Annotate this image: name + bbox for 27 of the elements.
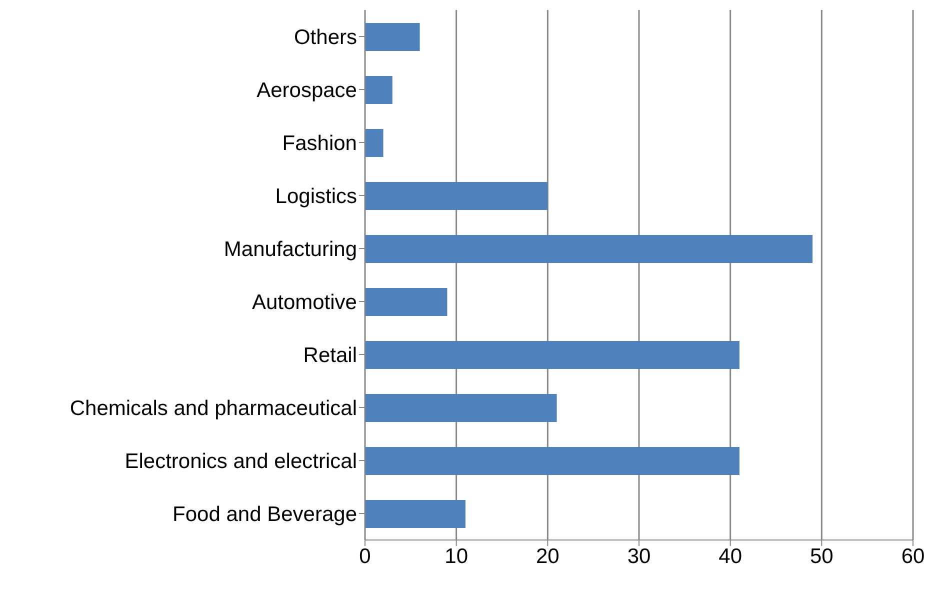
x-tick-label: 0 (359, 544, 371, 568)
bar (365, 23, 420, 51)
y-tick-label: Electronics and electrical (124, 450, 357, 473)
y-tick-label: Aerospace (256, 78, 357, 102)
x-tick-label: 60 (901, 544, 925, 568)
bar (365, 341, 740, 369)
y-tick-label: Fashion (282, 132, 357, 155)
y-tick-label: Retail (303, 344, 357, 367)
x-tick-label: 40 (718, 544, 742, 568)
x-tick-label: 10 (444, 544, 468, 568)
x-tick-label: 30 (627, 544, 651, 568)
x-tick-label: 20 (536, 544, 560, 568)
bar (365, 182, 548, 210)
bar (365, 235, 813, 263)
y-tick-label: Chemicals and pharmaceutical (70, 396, 357, 420)
bar (365, 500, 466, 528)
x-tick-label: 50 (810, 544, 834, 568)
y-tick-label: Food and Beverage (172, 502, 357, 526)
bar (365, 288, 448, 316)
y-tick-label: Others (294, 26, 357, 49)
y-tick-label: Logistics (275, 184, 357, 208)
bar (365, 447, 740, 475)
bar (365, 76, 392, 104)
bar (365, 129, 384, 157)
y-tick-label: Manufacturing (224, 238, 357, 261)
bar (365, 394, 557, 422)
y-tick-label: Automotive (252, 290, 357, 314)
